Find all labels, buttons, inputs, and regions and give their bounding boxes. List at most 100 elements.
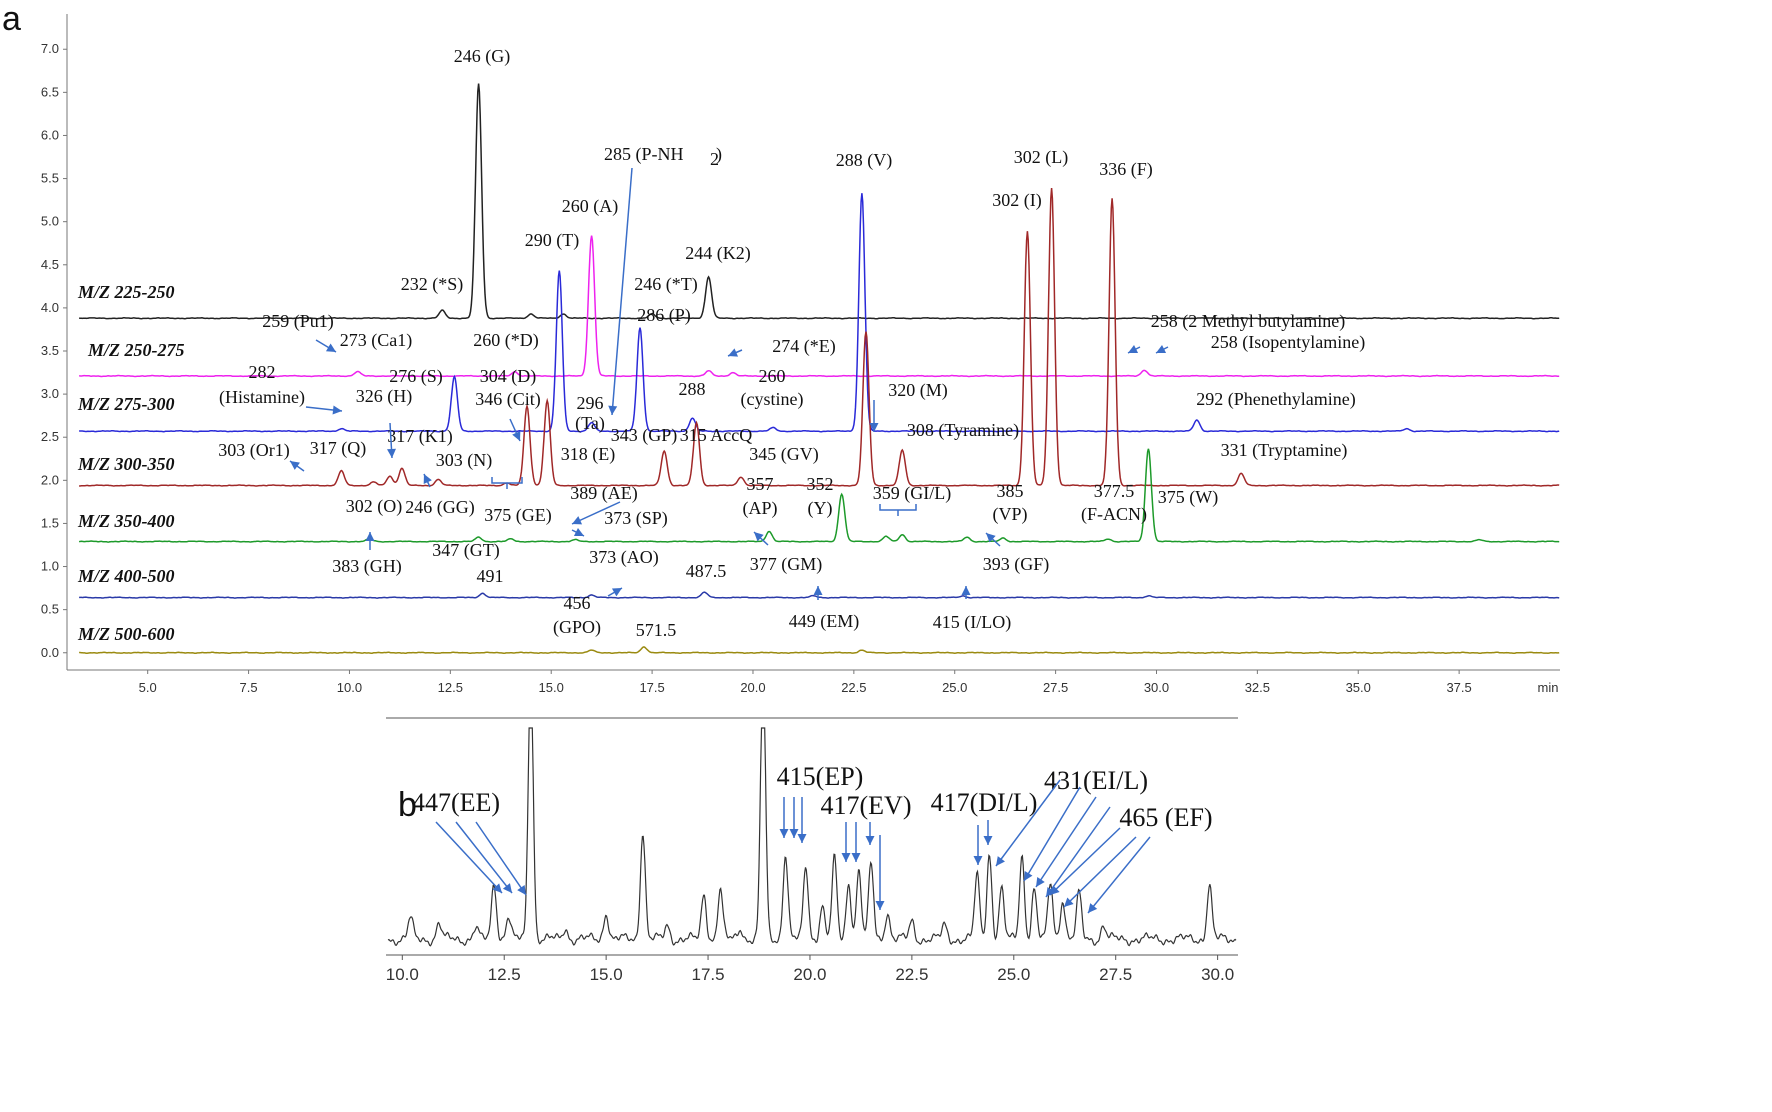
peak-label: 345 (GV) bbox=[749, 444, 819, 465]
peak-label: 320 (M) bbox=[888, 380, 948, 401]
peak-label: (cystine) bbox=[741, 389, 804, 410]
peak-label: 465 (EF) bbox=[1119, 803, 1212, 832]
peak-label: 317 (Q) bbox=[310, 438, 367, 459]
y-tick-label: 7.0 bbox=[41, 41, 59, 56]
arrow-head bbox=[797, 834, 807, 843]
arrow-head bbox=[1036, 877, 1045, 887]
peak-label: 377 (GM) bbox=[750, 554, 823, 575]
peak-label: 308 (Tyramine) bbox=[907, 420, 1019, 441]
arrow-head bbox=[325, 343, 336, 352]
x-tick-label: 20.0 bbox=[740, 680, 765, 695]
peak-label: ) bbox=[716, 144, 722, 165]
y-tick-label: 4.5 bbox=[41, 257, 59, 272]
arrow-head bbox=[869, 423, 879, 432]
peak-label: 302 (I) bbox=[992, 190, 1041, 211]
peak-label: 393 (GF) bbox=[983, 554, 1050, 575]
peak-label: (GPO) bbox=[553, 617, 601, 638]
peak-label: 288 bbox=[679, 379, 706, 399]
peak-label: 377.5 bbox=[1094, 481, 1135, 501]
row-label: M/Z 250-275 bbox=[87, 340, 185, 360]
peak-label: 431(EI/L) bbox=[1044, 766, 1148, 795]
peak-label: 274 (*E) bbox=[772, 336, 835, 357]
peak-label: 415(EP) bbox=[777, 762, 864, 791]
panel-letter-b: b bbox=[398, 786, 417, 824]
peak-label: 359 (GI/L) bbox=[873, 483, 951, 504]
arrow-head bbox=[1156, 344, 1167, 353]
annotation-arrow bbox=[1049, 827, 1121, 896]
arrow-head bbox=[512, 430, 521, 441]
series-line-5 bbox=[79, 591, 1560, 599]
peak-label: 303 (N) bbox=[436, 450, 493, 471]
annotation-arrow bbox=[435, 821, 503, 894]
y-tick-label: 6.0 bbox=[41, 127, 59, 142]
peak-label: 2 bbox=[710, 149, 719, 169]
arrow-head bbox=[611, 588, 622, 597]
annotation-arrow bbox=[995, 779, 1061, 867]
peak-label: 290 (T) bbox=[525, 230, 579, 251]
peak-label: 447(EE) bbox=[412, 788, 500, 817]
y-tick-label: 2.0 bbox=[41, 472, 59, 487]
peak-label: 259 (Pu1) bbox=[262, 311, 334, 332]
peak-label: 373 (AO) bbox=[589, 547, 659, 568]
peak-label: (Y) bbox=[808, 498, 833, 519]
arrow-head bbox=[1050, 885, 1060, 895]
series-line-3 bbox=[79, 188, 1560, 487]
peak-label: 285 (P-NH bbox=[604, 144, 684, 165]
peak-label: 383 (GH) bbox=[332, 556, 402, 577]
x-tick-label: 20.0 bbox=[793, 965, 826, 984]
x-tick-label: 17.5 bbox=[639, 680, 664, 695]
arrow-head bbox=[996, 856, 1005, 866]
row-label: M/Z 350-400 bbox=[77, 511, 175, 531]
arrow-head bbox=[502, 883, 512, 893]
peak-label: 246 (GG) bbox=[405, 497, 475, 518]
x-tick-label: 30.0 bbox=[1144, 680, 1169, 695]
y-tick-label: 3.0 bbox=[41, 386, 59, 401]
series-line-4 bbox=[78, 448, 1560, 543]
x-tick-label: 30.0 bbox=[1201, 965, 1234, 984]
row-label: M/Z 400-500 bbox=[77, 566, 175, 586]
x-tick-label: 7.5 bbox=[240, 680, 258, 695]
peak-label: 375 (GE) bbox=[484, 505, 551, 526]
x-tick-label: 22.5 bbox=[895, 965, 928, 984]
arrow-head bbox=[423, 474, 432, 485]
peak-label: 317 (K1) bbox=[387, 426, 453, 447]
peak-label: 304 (D) bbox=[480, 366, 537, 387]
arrow-head bbox=[1064, 897, 1074, 907]
peak-label: 389 (AE) bbox=[570, 483, 637, 504]
arrow-head bbox=[290, 461, 300, 470]
arrow-head bbox=[1088, 903, 1098, 913]
arrow-head bbox=[754, 532, 764, 542]
peak-label: 326 (H) bbox=[356, 386, 413, 407]
x-tick-label: 27.5 bbox=[1043, 680, 1068, 695]
arrow-head bbox=[841, 853, 851, 862]
peak-label: 373 (SP) bbox=[604, 508, 668, 529]
arrow-head bbox=[1128, 344, 1139, 353]
series-line-2 bbox=[79, 193, 1560, 433]
peak-label: 288 (V) bbox=[836, 150, 893, 171]
peak-label: 246 (G) bbox=[454, 46, 511, 67]
peak-label: 346 (Cit) bbox=[475, 389, 541, 410]
peak-label: 357 bbox=[747, 474, 774, 494]
peak-bracket bbox=[879, 504, 917, 516]
peak-label: 491 bbox=[477, 566, 504, 586]
annotation-arrow bbox=[455, 821, 513, 894]
arrow-head bbox=[517, 885, 526, 895]
series-line-b bbox=[387, 727, 1237, 947]
arrow-head bbox=[1024, 870, 1033, 881]
row-label: M/Z 225-250 bbox=[77, 282, 175, 302]
peak-label: (F-ACN) bbox=[1081, 504, 1147, 525]
x-axis-unit-label: min bbox=[1538, 680, 1559, 695]
peak-label: 232 (*S) bbox=[401, 274, 464, 295]
peak-label: (Histamine) bbox=[219, 387, 305, 408]
chromatogram-panel-a: 7.0 6.5 6.0 5.5 5.0 4.5 4.0 3.5 3.0 2.5 2.0 1.5 1.0 0… bbox=[41, 14, 1560, 695]
x-tick-label: 5.0 bbox=[139, 680, 157, 695]
annotation-arrow bbox=[1023, 786, 1081, 882]
x-tick-label: 10.0 bbox=[337, 680, 362, 695]
y-tick-label: 3.5 bbox=[41, 343, 59, 358]
peak-label: 417(EV) bbox=[821, 791, 912, 820]
x-tick-label: 35.0 bbox=[1346, 680, 1371, 695]
arrow-head bbox=[608, 405, 618, 415]
y-tick-label: 4.0 bbox=[41, 300, 59, 315]
peak-label: 258 (2 Methyl butylamine) bbox=[1151, 311, 1345, 332]
